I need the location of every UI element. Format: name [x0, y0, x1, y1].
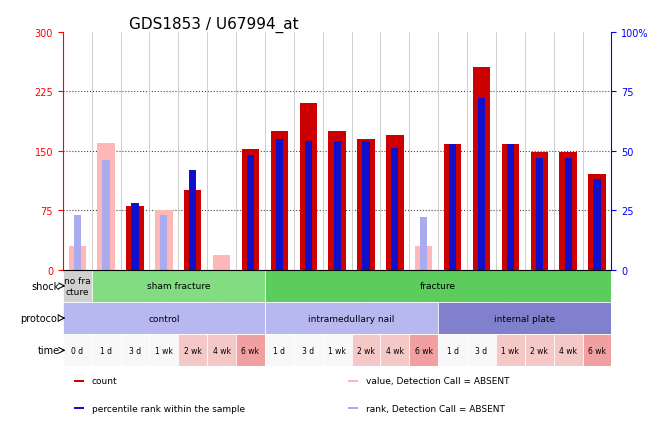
- Bar: [63, 302, 265, 334]
- Bar: [582, 334, 611, 367]
- Bar: [74, 380, 84, 382]
- Bar: [531, 153, 548, 270]
- Bar: [386, 135, 403, 270]
- Bar: [348, 408, 358, 409]
- Bar: [420, 218, 428, 270]
- Bar: [92, 270, 265, 302]
- Text: fracture: fracture: [420, 282, 456, 291]
- Text: 1 wk: 1 wk: [328, 346, 346, 355]
- Bar: [178, 334, 207, 367]
- Bar: [184, 191, 202, 270]
- Bar: [535, 158, 543, 270]
- Bar: [102, 161, 110, 270]
- Bar: [92, 334, 120, 367]
- Text: 1 d: 1 d: [100, 346, 112, 355]
- Bar: [467, 334, 496, 367]
- Text: 0 d: 0 d: [71, 346, 83, 355]
- Bar: [438, 302, 611, 334]
- Text: 6 wk: 6 wk: [588, 346, 606, 355]
- Bar: [63, 334, 92, 367]
- Bar: [265, 302, 438, 334]
- Bar: [271, 132, 288, 270]
- Text: 1 d: 1 d: [274, 346, 286, 355]
- Bar: [358, 139, 375, 270]
- Text: 1 d: 1 d: [447, 346, 459, 355]
- Bar: [276, 139, 283, 270]
- Text: 3 d: 3 d: [129, 346, 141, 355]
- Text: percentile rank within the sample: percentile rank within the sample: [92, 404, 245, 413]
- Text: 4 wk: 4 wk: [213, 346, 231, 355]
- Text: rank, Detection Call = ABSENT: rank, Detection Call = ABSENT: [366, 404, 505, 413]
- Bar: [305, 142, 312, 270]
- Bar: [329, 132, 346, 270]
- Bar: [160, 215, 167, 270]
- Bar: [155, 210, 173, 270]
- Bar: [247, 156, 254, 270]
- Bar: [554, 334, 582, 367]
- Text: 2 wk: 2 wk: [184, 346, 202, 355]
- Bar: [559, 153, 577, 270]
- Text: 1 wk: 1 wk: [155, 346, 173, 355]
- Text: 4 wk: 4 wk: [559, 346, 577, 355]
- Bar: [496, 334, 525, 367]
- Bar: [564, 158, 572, 270]
- Bar: [362, 142, 369, 270]
- Bar: [207, 334, 236, 367]
- Bar: [242, 150, 259, 270]
- Text: 2 wk: 2 wk: [357, 346, 375, 355]
- Bar: [63, 270, 92, 302]
- Bar: [438, 334, 467, 367]
- Bar: [391, 149, 399, 270]
- Bar: [120, 334, 149, 367]
- Bar: [213, 256, 230, 270]
- Bar: [588, 175, 605, 270]
- Bar: [126, 207, 143, 270]
- Bar: [189, 170, 196, 270]
- Bar: [478, 99, 485, 270]
- Bar: [525, 334, 554, 367]
- Text: 3 d: 3 d: [302, 346, 314, 355]
- Bar: [149, 334, 178, 367]
- Text: sham fracture: sham fracture: [147, 282, 210, 291]
- Text: time: time: [38, 345, 60, 355]
- Bar: [409, 334, 438, 367]
- Text: 2 wk: 2 wk: [530, 346, 548, 355]
- Bar: [334, 142, 340, 270]
- Bar: [502, 145, 519, 270]
- Bar: [293, 334, 323, 367]
- Bar: [507, 144, 514, 270]
- Bar: [323, 334, 352, 367]
- Bar: [381, 334, 409, 367]
- Bar: [265, 334, 293, 367]
- Bar: [415, 247, 432, 270]
- Text: control: control: [148, 314, 180, 323]
- Text: protocol: protocol: [20, 313, 60, 323]
- Text: shock: shock: [32, 281, 60, 291]
- Bar: [69, 247, 86, 270]
- Text: no fra
cture: no fra cture: [64, 276, 91, 296]
- Text: count: count: [92, 377, 118, 385]
- Text: 6 wk: 6 wk: [241, 346, 260, 355]
- Bar: [473, 68, 490, 270]
- Text: 1 wk: 1 wk: [502, 346, 520, 355]
- Bar: [594, 180, 601, 270]
- Text: intramedullary nail: intramedullary nail: [309, 314, 395, 323]
- Text: 3 d: 3 d: [475, 346, 488, 355]
- Bar: [299, 104, 317, 270]
- Bar: [97, 143, 115, 270]
- Bar: [352, 334, 381, 367]
- Text: 6 wk: 6 wk: [414, 346, 433, 355]
- Bar: [444, 145, 461, 270]
- Text: GDS1853 / U67994_at: GDS1853 / U67994_at: [129, 16, 298, 33]
- Bar: [236, 334, 265, 367]
- Bar: [74, 408, 84, 409]
- Bar: [265, 270, 611, 302]
- Text: 4 wk: 4 wk: [386, 346, 404, 355]
- Text: value, Detection Call = ABSENT: value, Detection Call = ABSENT: [366, 377, 510, 385]
- Bar: [132, 204, 139, 270]
- Bar: [348, 380, 358, 382]
- Bar: [449, 144, 456, 270]
- Bar: [73, 215, 81, 270]
- Text: internal plate: internal plate: [494, 314, 555, 323]
